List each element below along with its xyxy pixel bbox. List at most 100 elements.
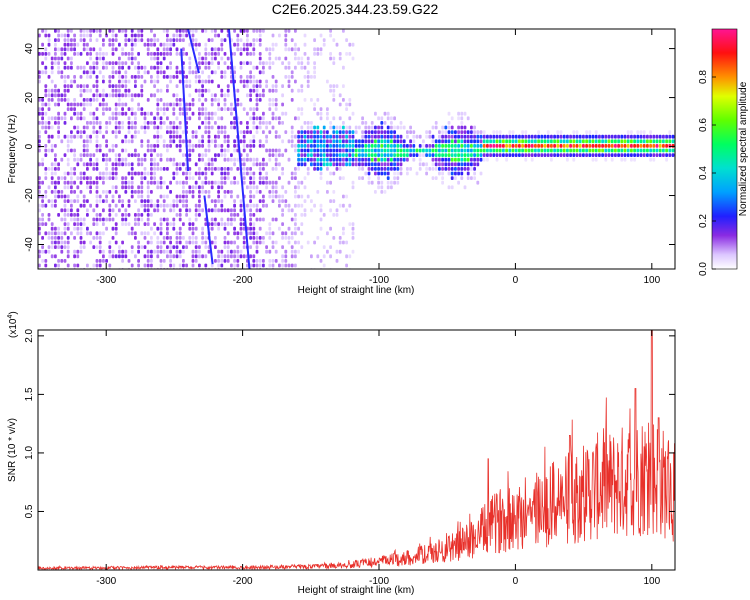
- heatmap-cell: [50, 148, 54, 153]
- heatmap-cell: [626, 148, 630, 153]
- heatmap-cell: [210, 79, 214, 84]
- heatmap-cell: [153, 222, 156, 226]
- heatmap-cell: [239, 61, 243, 65]
- heatmap-cell: [70, 61, 73, 65]
- heatmap-cell: [377, 148, 380, 153]
- heatmap-cell: [514, 144, 518, 148]
- heatmap-cell: [98, 199, 102, 203]
- heatmap-cell: [470, 130, 473, 134]
- heatmap-cell: [92, 217, 96, 222]
- heatmap-cell: [207, 167, 211, 171]
- heatmap-cell: [178, 249, 182, 254]
- heatmap-cell: [431, 148, 435, 153]
- heatmap-cell: [41, 245, 44, 249]
- colorbar-tick-label: 0.2: [698, 214, 709, 228]
- heatmap-cell: [194, 240, 198, 245]
- heatmap-cell: [220, 75, 224, 79]
- heatmap-cell: [626, 130, 630, 134]
- heatmap-cell: [175, 38, 179, 42]
- heatmap-cell: [447, 111, 451, 116]
- heatmap-cell: [76, 111, 80, 116]
- heatmap-cell: [278, 134, 281, 139]
- heatmap-cell: [345, 38, 348, 42]
- heatmap-cell: [130, 29, 134, 33]
- heatmap-cell: [70, 56, 73, 61]
- heatmap-cell: [239, 79, 243, 84]
- heatmap-cell: [220, 38, 224, 42]
- heatmap-cell: [233, 121, 236, 125]
- heatmap-cell: [639, 148, 643, 153]
- heatmap-cell: [297, 185, 300, 190]
- heatmap-cell: [297, 226, 300, 231]
- heatmap-cell: [105, 125, 108, 130]
- heatmap-cell: [450, 171, 454, 176]
- heatmap-cell: [271, 194, 275, 199]
- heatmap-cell: [169, 144, 172, 148]
- heatmap-cell: [150, 171, 153, 176]
- heatmap-cell: [95, 180, 99, 185]
- heatmap-cell: [281, 259, 284, 263]
- heatmap-cell: [223, 98, 227, 102]
- heatmap-cell: [274, 98, 278, 102]
- heatmap-cell: [444, 139, 448, 144]
- heatmap-cell: [143, 245, 147, 249]
- heatmap-cell: [623, 148, 627, 153]
- heatmap-cell: [290, 236, 294, 240]
- heatmap-cell: [127, 121, 131, 125]
- heatmap-cell: [57, 93, 60, 98]
- heatmap-cell: [268, 107, 272, 111]
- heatmap-cell: [118, 29, 121, 33]
- heatmap-cell: [236, 259, 240, 263]
- heatmap-cell: [351, 144, 355, 148]
- heatmap-cell: [95, 213, 99, 217]
- heatmap-cell: [281, 153, 284, 157]
- heatmap-cell: [258, 56, 262, 61]
- heatmap-cell: [223, 148, 227, 153]
- heatmap-cell: [585, 134, 588, 139]
- heatmap-cell: [498, 153, 502, 157]
- heatmap-cell: [220, 203, 224, 208]
- heatmap-cell: [194, 259, 198, 263]
- heatmap-cell: [329, 134, 332, 139]
- heatmap-cell: [294, 167, 297, 171]
- heatmap-cell: [434, 153, 438, 157]
- heatmap-cell: [463, 162, 467, 167]
- heatmap-cell: [342, 134, 345, 139]
- heatmap-cell: [44, 263, 48, 268]
- heatmap-cell: [159, 185, 163, 190]
- heatmap-cell: [38, 75, 41, 79]
- heatmap-cell: [130, 38, 134, 42]
- heatmap-cell: [236, 213, 240, 217]
- heatmap-cell: [178, 217, 182, 222]
- heatmap-cell: [303, 130, 307, 134]
- heatmap-cell: [210, 208, 214, 213]
- heatmap-cell: [156, 56, 160, 61]
- heatmap-cell: [226, 93, 230, 98]
- heatmap-cell: [236, 194, 240, 199]
- heatmap-cell: [76, 52, 80, 56]
- heatmap-cell: [204, 29, 208, 33]
- heatmap-cell: [505, 139, 508, 144]
- heatmap-cell: [649, 157, 652, 162]
- heatmap-cell: [646, 139, 649, 144]
- heatmap-cell: [188, 144, 192, 148]
- heatmap-cell: [591, 153, 595, 157]
- heatmap-cell: [246, 42, 249, 47]
- heatmap-cell: [86, 61, 89, 65]
- heatmap-cell: [76, 185, 80, 190]
- heatmap-cell: [380, 125, 384, 130]
- heatmap-cell: [438, 144, 441, 148]
- heatmap-cell: [134, 190, 137, 194]
- heatmap-cell: [57, 180, 60, 185]
- heatmap-cell: [242, 167, 246, 171]
- heatmap-cell: [271, 84, 275, 88]
- heatmap-cell: [300, 245, 304, 249]
- heatmap-cell: [156, 240, 160, 245]
- heatmap-cell: [284, 33, 288, 38]
- heatmap-cell: [201, 93, 204, 98]
- heatmap-cell: [73, 153, 76, 157]
- heatmap-cell: [306, 70, 310, 75]
- heatmap-cell: [636, 153, 640, 157]
- heatmap-cell: [383, 162, 387, 167]
- heatmap-cell: [162, 240, 166, 245]
